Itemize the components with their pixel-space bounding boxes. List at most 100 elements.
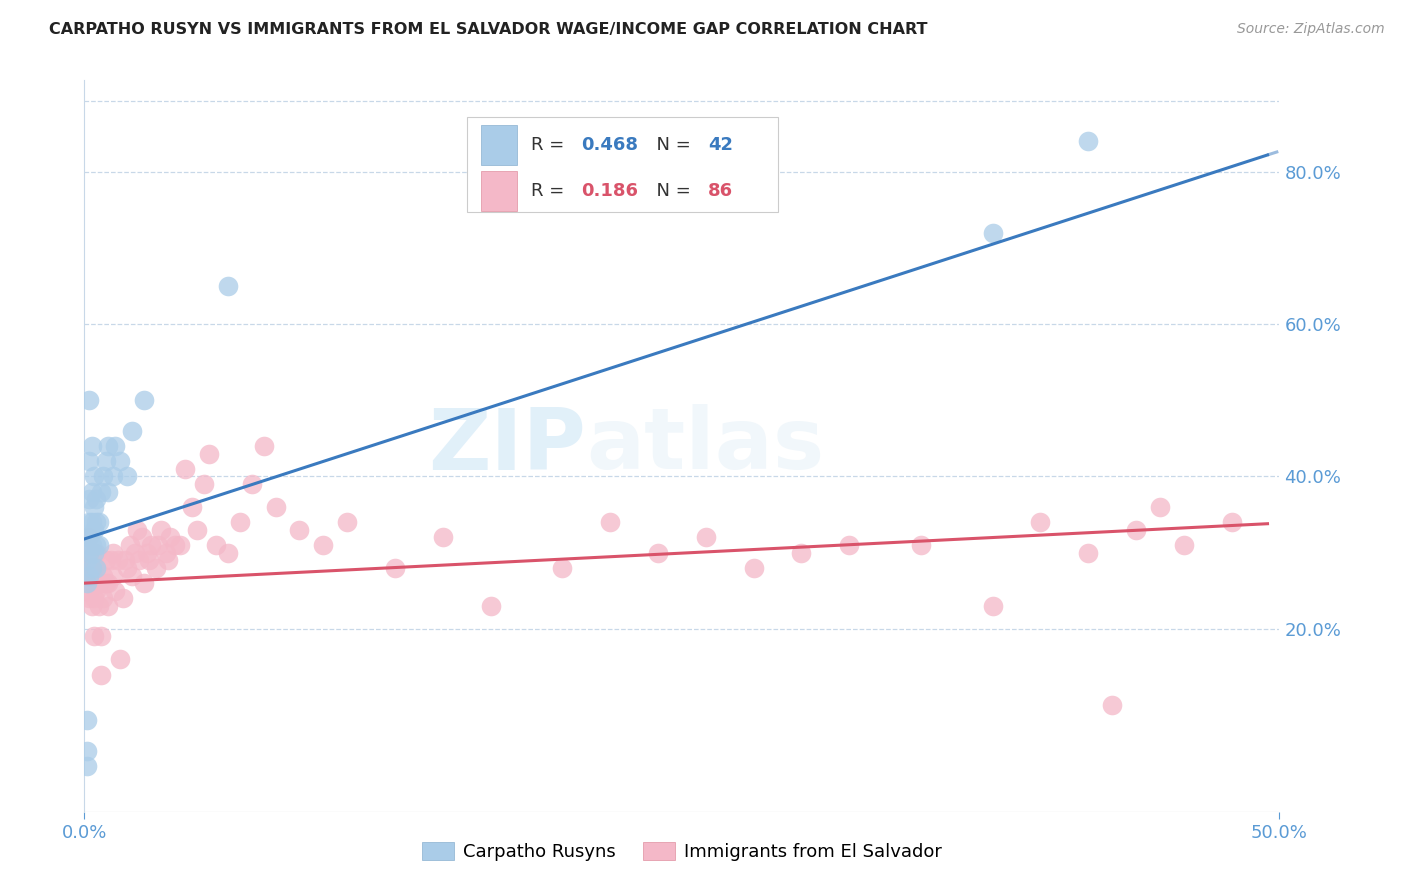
Point <box>157 553 180 567</box>
Point <box>384 561 406 575</box>
Point <box>83 561 105 575</box>
Point <box>599 515 621 529</box>
Point <box>253 439 276 453</box>
Point <box>288 523 311 537</box>
Point <box>83 630 105 644</box>
Text: 42: 42 <box>709 136 733 154</box>
Point <box>83 591 105 606</box>
Point <box>94 576 117 591</box>
Point <box>121 424 143 438</box>
Point <box>76 744 98 758</box>
Point <box>90 667 112 681</box>
Point <box>76 546 98 560</box>
Legend: Carpatho Rusyns, Immigrants from El Salvador: Carpatho Rusyns, Immigrants from El Salv… <box>415 835 949 869</box>
Point <box>93 591 115 606</box>
Text: 0.186: 0.186 <box>582 182 638 200</box>
Point <box>101 568 124 582</box>
Point <box>76 714 98 728</box>
Point <box>117 469 139 483</box>
Point <box>432 530 454 544</box>
Point <box>1125 523 1147 537</box>
Point <box>336 515 359 529</box>
Point <box>80 439 103 453</box>
Point <box>110 454 132 468</box>
Point <box>551 561 574 575</box>
Point <box>83 500 105 514</box>
Point <box>173 462 195 476</box>
Point <box>132 393 156 408</box>
FancyBboxPatch shape <box>467 117 778 212</box>
Point <box>197 447 219 461</box>
Point <box>77 591 100 606</box>
Point <box>86 492 108 507</box>
Point <box>149 523 172 537</box>
Point <box>1077 546 1099 560</box>
Point <box>86 561 108 575</box>
Point <box>86 515 108 529</box>
Point <box>77 393 100 408</box>
Point <box>132 576 156 591</box>
Point <box>80 515 103 529</box>
Point <box>93 568 115 582</box>
Point <box>110 652 132 666</box>
Point <box>121 568 143 582</box>
Point <box>97 484 120 499</box>
Point <box>131 530 153 544</box>
Point <box>83 546 105 560</box>
Point <box>312 538 335 552</box>
Point <box>1029 515 1052 529</box>
Point <box>93 469 115 483</box>
Point <box>77 515 100 529</box>
FancyBboxPatch shape <box>481 171 517 211</box>
Point <box>1173 538 1195 552</box>
Point <box>97 599 120 613</box>
Point <box>86 538 108 552</box>
Point <box>159 530 181 544</box>
Point <box>76 553 98 567</box>
Text: N =: N = <box>645 136 696 154</box>
Point <box>165 538 187 552</box>
Point <box>86 583 108 598</box>
Point <box>94 454 117 468</box>
Text: R =: R = <box>531 182 571 200</box>
Point <box>181 500 204 514</box>
Point <box>77 568 100 582</box>
Point <box>86 561 108 575</box>
Point <box>77 546 100 560</box>
Point <box>118 538 141 552</box>
Point <box>77 530 100 544</box>
Text: ZIP: ZIP <box>429 404 586 488</box>
Point <box>111 591 134 606</box>
Point <box>94 553 117 567</box>
Point <box>981 599 1004 613</box>
Point <box>205 538 228 552</box>
Point <box>90 484 112 499</box>
Text: atlas: atlas <box>586 404 824 488</box>
FancyBboxPatch shape <box>481 125 517 166</box>
Point <box>101 469 124 483</box>
Text: R =: R = <box>531 136 571 154</box>
Point <box>1101 698 1123 712</box>
Point <box>87 538 110 552</box>
Point <box>117 561 139 575</box>
Point <box>77 454 100 468</box>
Point <box>104 439 127 453</box>
Point <box>155 546 177 560</box>
Point <box>80 553 103 567</box>
Point <box>87 515 110 529</box>
Point <box>1149 500 1171 514</box>
Point <box>80 576 103 591</box>
Text: 86: 86 <box>709 182 734 200</box>
Point <box>80 561 103 575</box>
Point <box>145 561 167 575</box>
Point <box>101 546 124 560</box>
Point <box>135 546 157 560</box>
Point <box>647 546 669 560</box>
Point <box>76 759 98 773</box>
Point <box>229 515 252 529</box>
Point <box>104 583 127 598</box>
Point <box>80 538 103 552</box>
Point <box>125 523 148 537</box>
Point <box>148 538 170 552</box>
Point <box>981 226 1004 240</box>
